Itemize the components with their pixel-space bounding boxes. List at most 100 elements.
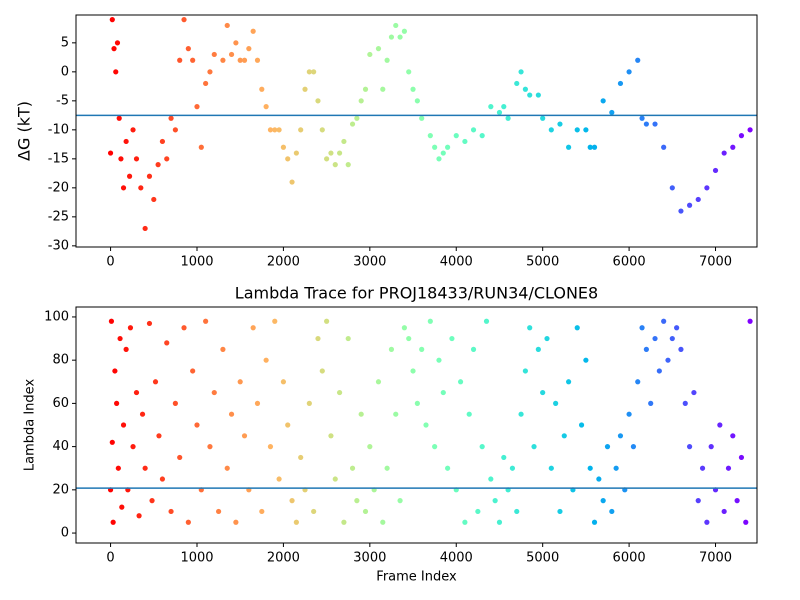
point — [311, 508, 317, 515]
point — [747, 127, 753, 133]
point — [285, 422, 291, 428]
point — [112, 368, 118, 374]
axes-frame — [75, 306, 758, 544]
point — [362, 508, 369, 515]
point — [436, 357, 442, 363]
point — [613, 465, 619, 471]
point — [241, 57, 248, 63]
point — [656, 368, 662, 374]
point — [432, 144, 438, 150]
point — [406, 69, 412, 75]
point — [397, 34, 403, 40]
point — [432, 444, 438, 450]
point — [126, 173, 133, 179]
point — [479, 444, 485, 450]
x-tick-label: 4000 — [440, 551, 473, 566]
point — [241, 433, 248, 439]
point — [596, 476, 602, 482]
point — [130, 127, 136, 133]
point — [315, 335, 321, 342]
point — [367, 444, 373, 450]
x-tick-label: 2000 — [267, 255, 300, 270]
point — [665, 357, 671, 363]
point — [172, 127, 178, 133]
point — [561, 433, 567, 439]
point — [228, 411, 235, 417]
point — [224, 22, 230, 29]
point — [574, 127, 580, 133]
point — [587, 144, 593, 150]
point — [276, 476, 282, 482]
point — [138, 185, 144, 191]
point — [263, 104, 269, 110]
point — [168, 115, 174, 121]
y-tick-label: 80 — [52, 353, 69, 368]
point — [207, 444, 213, 450]
point — [393, 411, 399, 417]
point — [289, 498, 295, 504]
point — [177, 57, 183, 63]
point — [535, 92, 541, 98]
point — [393, 22, 399, 29]
point — [635, 379, 641, 385]
y-tick-label: -20 — [48, 180, 69, 195]
point — [518, 69, 524, 75]
y-tick-label: -25 — [48, 209, 69, 224]
x-tick-label: 1000 — [180, 255, 213, 270]
point — [319, 368, 325, 374]
point — [263, 357, 269, 363]
y-tick-label: 60 — [52, 396, 69, 411]
y-tick-label: 100 — [44, 309, 69, 324]
point — [721, 508, 727, 515]
point — [116, 115, 122, 121]
point — [384, 465, 390, 471]
point — [617, 80, 624, 87]
point — [483, 318, 490, 324]
x-tick-label: 7000 — [699, 255, 732, 270]
y-tick-label: 0 — [61, 526, 69, 541]
x-tick-label: 0 — [106, 551, 114, 566]
point — [149, 498, 155, 504]
point — [280, 144, 287, 150]
point — [111, 46, 117, 52]
point — [470, 346, 477, 352]
point — [293, 519, 299, 525]
point — [406, 335, 412, 342]
point — [501, 454, 507, 461]
point — [151, 196, 157, 203]
point — [267, 444, 274, 450]
point — [272, 318, 278, 324]
y-axis-label: Lambda Index — [23, 379, 38, 472]
point — [440, 150, 446, 156]
point — [155, 162, 161, 168]
x-tick-label: 1000 — [180, 551, 213, 566]
x-axis-label: Frame Index — [376, 570, 457, 585]
x-tick-label: 5000 — [526, 551, 559, 566]
point — [133, 389, 140, 396]
point — [626, 411, 632, 417]
point — [146, 173, 153, 179]
x-tick-label: 3000 — [353, 255, 386, 270]
point — [704, 519, 710, 525]
point — [509, 465, 516, 471]
point — [110, 519, 116, 525]
point — [211, 51, 217, 58]
point — [293, 150, 299, 156]
point — [414, 98, 420, 104]
point — [514, 508, 520, 515]
point — [203, 318, 209, 324]
point — [233, 40, 239, 46]
point — [531, 444, 537, 450]
point — [142, 465, 148, 471]
point — [380, 519, 386, 525]
point — [190, 57, 196, 63]
point — [276, 127, 282, 133]
point — [118, 156, 124, 162]
point — [410, 368, 416, 374]
point — [712, 167, 719, 174]
point — [198, 144, 204, 150]
point — [250, 325, 256, 331]
point — [384, 57, 390, 63]
point — [578, 422, 585, 428]
